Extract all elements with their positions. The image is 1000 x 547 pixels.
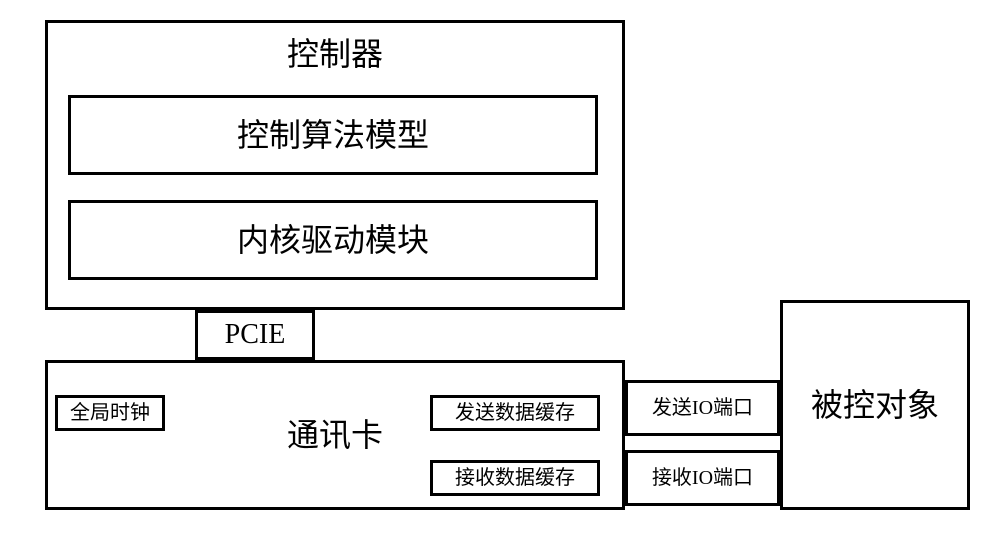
kernel-block: 内核驱动模块 (68, 200, 598, 280)
send-cache-label: 发送数据缓存 (455, 401, 575, 425)
recv-cache-block: 接收数据缓存 (430, 460, 600, 496)
send-cache-block: 发送数据缓存 (430, 395, 600, 431)
pcie-label: PCIE (225, 318, 286, 352)
clock-label: 全局时钟 (70, 401, 150, 425)
recv-port-label: 接收IO端口 (652, 466, 753, 490)
send-port-label: 发送IO端口 (652, 396, 753, 420)
target-label: 被控对象 (811, 386, 939, 424)
kernel-label: 内核驱动模块 (237, 221, 429, 259)
comm-card-title: 通讯卡 (287, 416, 383, 454)
pcie-block: PCIE (195, 310, 315, 360)
recv-cache-label: 接收数据缓存 (455, 466, 575, 490)
target-block: 被控对象 (780, 300, 970, 510)
controller-title: 控制器 (287, 35, 383, 73)
algorithm-label: 控制算法模型 (237, 116, 429, 154)
recv-port-block: 接收IO端口 (625, 450, 780, 506)
clock-block: 全局时钟 (55, 395, 165, 431)
send-port-block: 发送IO端口 (625, 380, 780, 436)
diagram-canvas: 控制器 控制算法模型 内核驱动模块 PCIE 通讯卡 全局时钟 发送数据缓存 接… (0, 0, 1000, 547)
algorithm-block: 控制算法模型 (68, 95, 598, 175)
